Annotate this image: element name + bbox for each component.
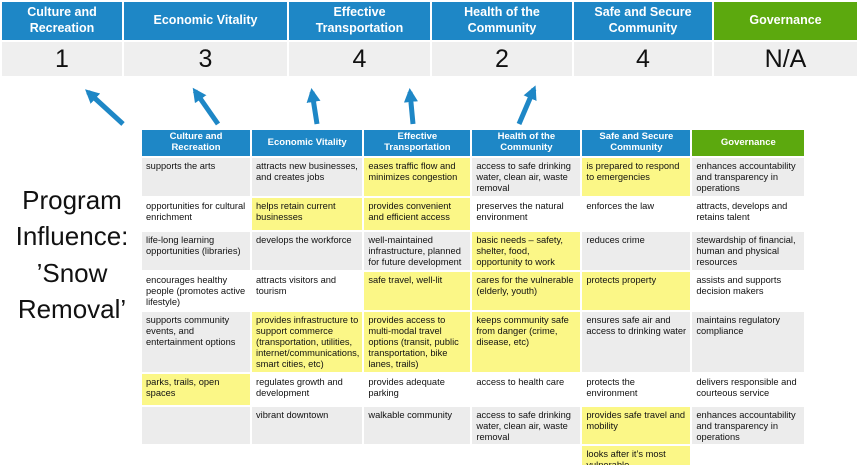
matrix-cell: access to safe drinking water, clean air… (472, 158, 581, 196)
matrix-cell: access to safe drinking water, clean air… (472, 406, 581, 445)
matrix-cell (692, 446, 805, 465)
table-row: encourages healthy people (promotes acti… (142, 271, 805, 310)
matrix-cell: well-maintained infrastructure, planned … (364, 231, 471, 270)
up-arrow-icon (403, 88, 418, 125)
influence-score: 3 (124, 42, 287, 76)
matrix-cell: helps retain current businesses (252, 197, 363, 230)
matrix-cell: opportunities for cultural enrichment (142, 197, 250, 230)
table-row: opportunities for cultural enrichment hel… (142, 197, 805, 230)
matrix-cell: is prepared to respond to emergencies (582, 158, 691, 196)
matrix-cell: safe travel, well-lit (364, 271, 471, 310)
matrix-cell: keeps community safe from danger (crime,… (472, 311, 581, 372)
up-arrow-icon (306, 88, 321, 125)
matrix-cell: protects property (582, 271, 691, 310)
table-row: life-long learning opportunities (librar… (142, 231, 805, 270)
matrix-cell: attracts, develops and retains talent (692, 197, 805, 230)
scoreboard-column: Governance N/A (714, 2, 857, 76)
priority-header: Culture and Recreation (2, 2, 122, 40)
matrix-cell (252, 446, 363, 465)
matrix-cell: stewardship of financial, human and phys… (692, 231, 805, 270)
matrix-column-header: Culture and Recreation (142, 130, 250, 156)
table-row: vibrant downtown walkable community access… (142, 406, 805, 445)
matrix-cell: enhances accountability and transparency… (692, 158, 805, 196)
matrix-cell: assists and supports decision makers (692, 271, 805, 310)
influence-matrix: Culture and Recreation Economic Vitality E… (140, 128, 807, 465)
matrix-cell: provides safe travel and mobility (582, 406, 691, 445)
priority-header: Economic Vitality (124, 2, 287, 40)
table-row: looks after it’s most vulnerable (142, 446, 805, 465)
matrix-cell: protects the environment (582, 373, 691, 405)
matrix-cell: provides infrastructure to support comme… (252, 311, 363, 372)
matrix-cell: encourages healthy people (promotes acti… (142, 271, 250, 310)
influence-score: 4 (289, 42, 430, 76)
matrix-cell: develops the workforce (252, 231, 363, 270)
matrix-column-header: Economic Vitality (252, 130, 363, 156)
matrix-column-header: Safe and Secure Community (582, 130, 691, 156)
matrix-cell: access to health care (472, 373, 581, 405)
influence-arrows (85, 85, 537, 126)
matrix-header-row: Culture and Recreation Economic Vitality E… (142, 130, 805, 156)
matrix-cell: eases traffic flow and minimizes congest… (364, 158, 471, 196)
matrix-body: supports the arts attracts new businesses… (142, 158, 805, 465)
priority-header: Safe and Secure Community (574, 2, 712, 40)
scoreboard-column: Health of the Community 2 (432, 2, 572, 76)
priority-header: Effective Transportation (289, 2, 430, 40)
table-row: parks, trails, open spaces regulates grow… (142, 373, 805, 405)
up-arrow-icon (85, 89, 125, 126)
program-title: Program Influence: ’Snow Removal’ (15, 185, 129, 325)
scoreboard-column: Safe and Secure Community 4 (574, 2, 712, 76)
matrix-cell: provides access to multi-modal travel op… (364, 311, 471, 372)
matrix-cell: supports community events, and entertain… (142, 311, 250, 372)
priority-header: Health of the Community (432, 2, 572, 40)
matrix-cell (142, 406, 250, 445)
scoreboard-column: Economic Vitality 3 (124, 2, 287, 76)
matrix-cell: walkable community (364, 406, 471, 445)
matrix-cell: enhances accountability and transparency… (692, 406, 805, 445)
matrix-column-header: Governance (692, 130, 805, 156)
matrix-cell: regulates growth and development (252, 373, 363, 405)
matrix-column-header: Health of the Community (472, 130, 581, 156)
influence-score: 4 (574, 42, 712, 76)
matrix-cell: vibrant downtown (252, 406, 363, 445)
matrix-cell (142, 446, 250, 465)
matrix-cell: provides convenient and efficient access (364, 197, 471, 230)
matrix-cell (472, 446, 581, 465)
matrix-cell: looks after it’s most vulnerable (582, 446, 691, 465)
matrix-cell: supports the arts (142, 158, 250, 196)
priority-header: Governance (714, 2, 857, 40)
scoreboard-column: Culture and Recreation 1 (2, 2, 122, 76)
matrix-cell: parks, trails, open spaces (142, 373, 250, 405)
matrix-cell: attracts new businesses, and creates job… (252, 158, 363, 196)
up-arrow-icon (192, 87, 221, 126)
matrix-cell (364, 446, 471, 465)
matrix-cell: delivers responsible and courteous servi… (692, 373, 805, 405)
matrix-cell: maintains regulatory compliance (692, 311, 805, 372)
matrix-cell: attracts visitors and tourism (252, 271, 363, 310)
scoreboard-column: Effective Transportation 4 (289, 2, 430, 76)
matrix-cell: enforces the law (582, 197, 691, 230)
table-row: supports the arts attracts new businesses… (142, 158, 805, 196)
matrix-cell: ensures safe air and access to drinking … (582, 311, 691, 372)
matrix-cell: preserves the natural environment (472, 197, 581, 230)
table-row: supports community events, and entertain… (142, 311, 805, 372)
matrix-cell: provides adequate parking (364, 373, 471, 405)
scoreboard: Culture and Recreation 1 Economic Vitality… (2, 2, 857, 76)
influence-score: N/A (714, 42, 857, 76)
up-arrow-icon (516, 85, 537, 125)
matrix-cell: life-long learning opportunities (librar… (142, 231, 250, 270)
matrix-cell: cares for the vulnerable (elderly, youth… (472, 271, 581, 310)
influence-score: 1 (2, 42, 122, 76)
matrix-column-header: Effective Transportation (364, 130, 471, 156)
influence-score: 2 (432, 42, 572, 76)
matrix-cell: basic needs – safety, shelter, food, opp… (472, 231, 581, 270)
matrix-cell: reduces crime (582, 231, 691, 270)
